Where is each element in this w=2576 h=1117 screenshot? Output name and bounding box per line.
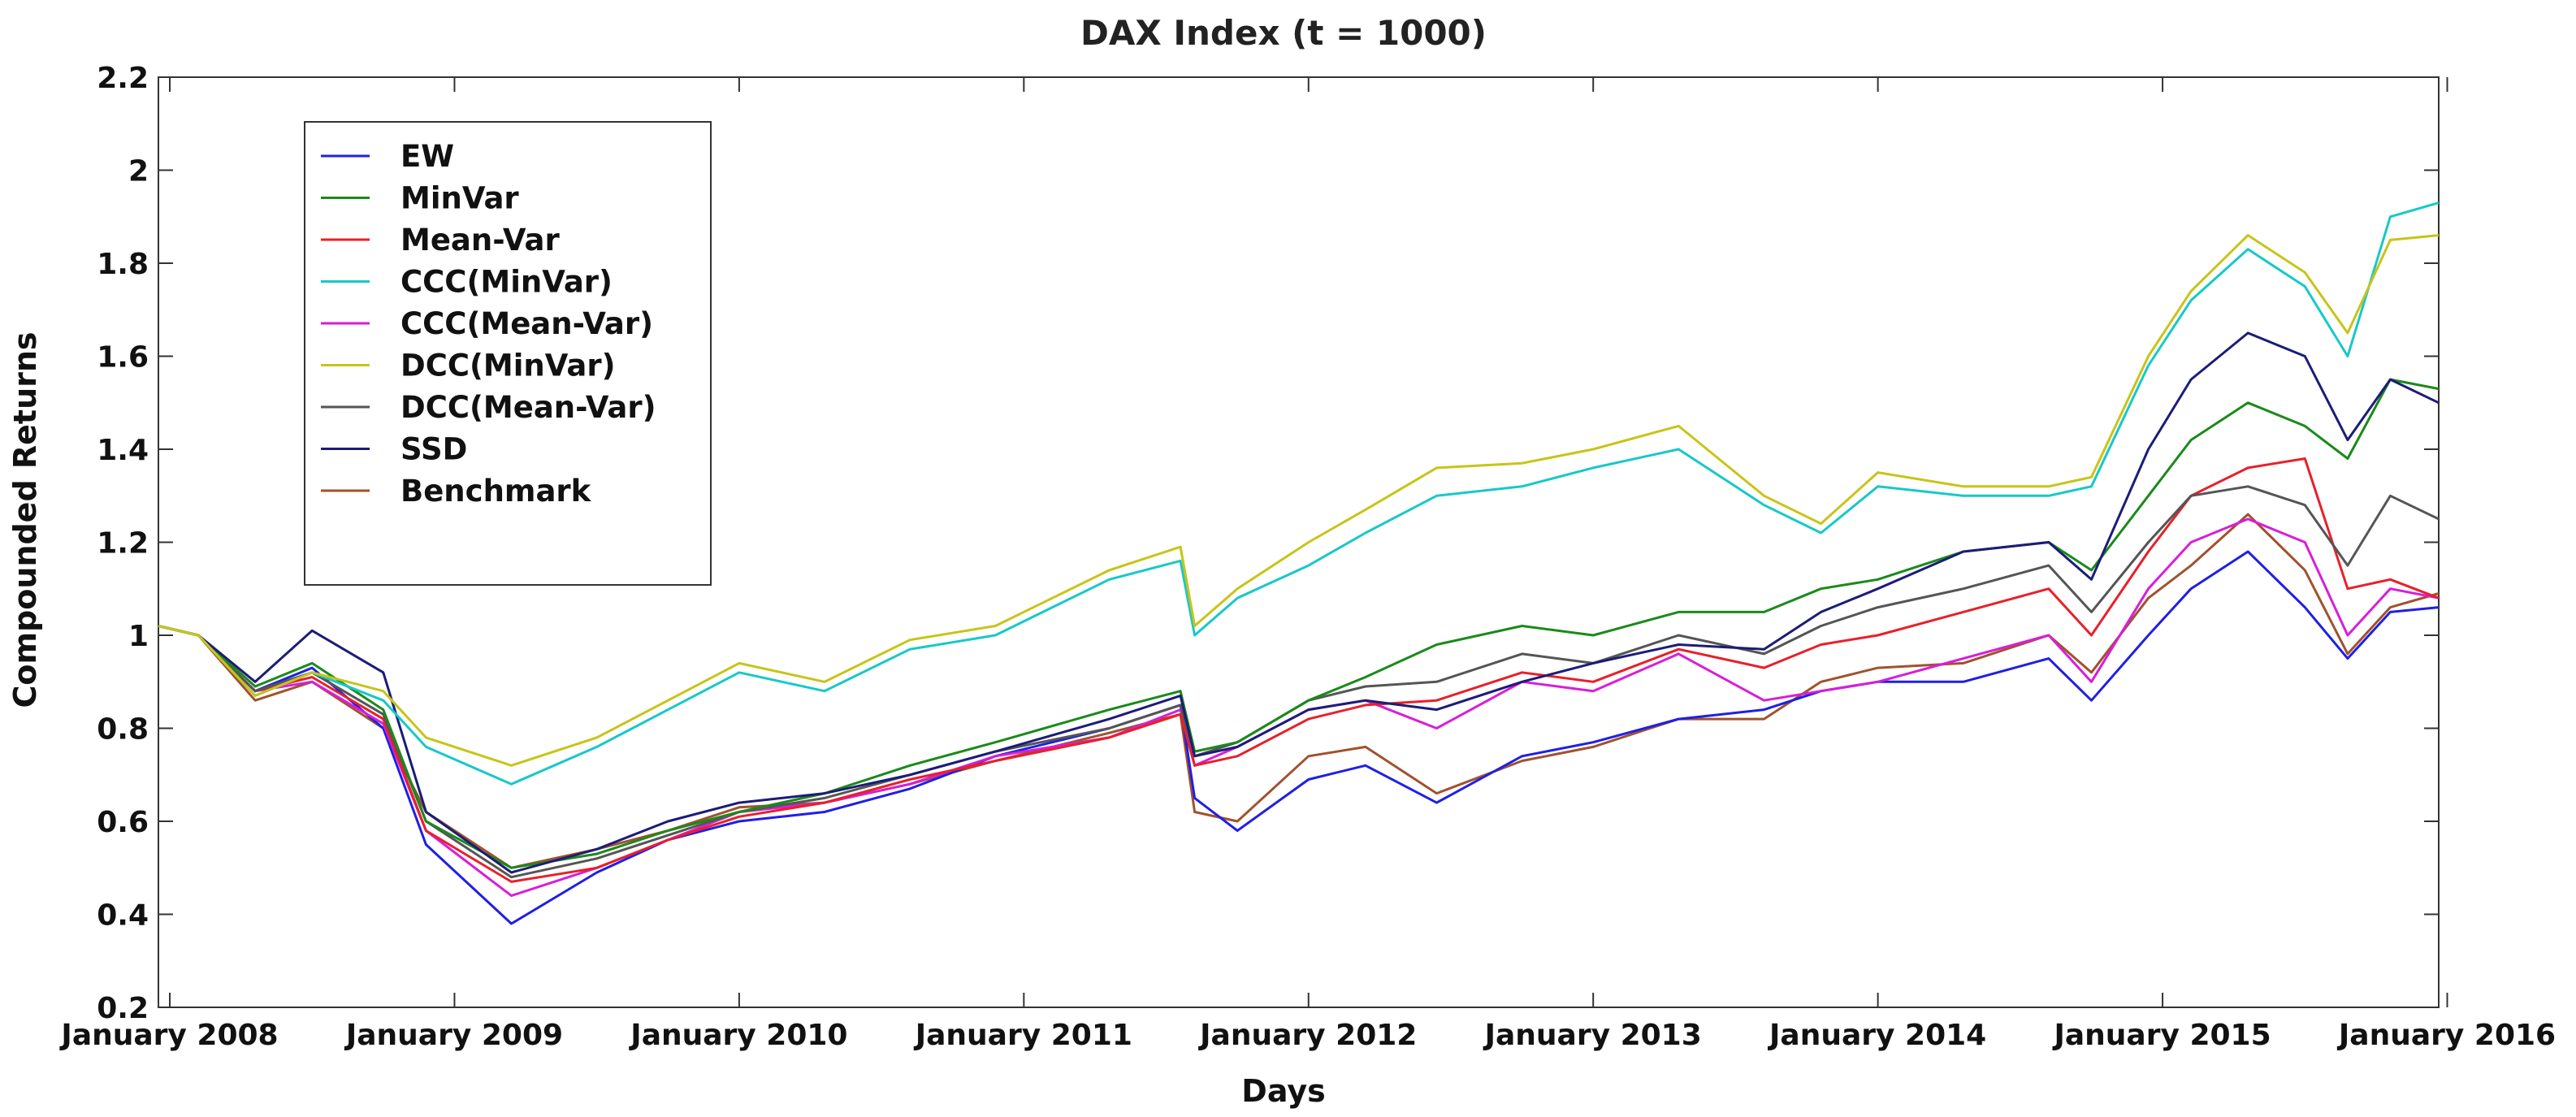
x-axis-label: Days [1241,1073,1325,1109]
series-line-dcc-mean-var [158,485,2440,879]
y-tick-label: 1.4 [97,434,149,467]
x-tick-label: January 2008 [58,1019,278,1052]
y-tick-label: 2.2 [97,62,149,95]
x-tick-label: January 2016 [2336,1019,2556,1052]
legend-label: EW [400,139,454,174]
legend-label: DCC(Mean-Var) [400,390,656,425]
x-tick-label: January 2015 [2051,1019,2271,1052]
x-tick-label: January 2010 [628,1019,847,1052]
legend-label: MinVar [400,181,519,216]
y-tick-label: 0.8 [97,713,149,747]
series-line-dcc-minvar [158,234,2440,767]
legend-label: SSD [400,432,467,467]
series-line-ew [158,550,2440,925]
series-line-minvar [158,378,2440,869]
y-tick-label: 1.2 [97,527,149,561]
y-tick-label: 0.2 [97,992,149,1025]
y-tick-label: 0.4 [97,899,149,933]
y-tick-label: 0.6 [97,806,149,839]
y-tick-label: 1 [128,620,149,653]
y-tick-label: 2 [128,155,149,188]
x-tick-label: January 2009 [344,1019,563,1052]
legend-label: Benchmark [400,474,592,509]
series-line-ccc-minvar [158,201,2440,786]
legend-label: CCC(Mean-Var) [400,306,653,341]
x-tick-label: January 2014 [1767,1019,1986,1052]
legend-label: DCC(MinVar) [400,349,616,383]
x-tick-label: January 2012 [1197,1019,1417,1052]
y-axis-label: Compounded Returns [7,331,43,708]
legend-label: CCC(MinVar) [400,265,613,300]
legend-label: Mean-Var [400,223,560,258]
series-line-mean-var [158,457,2440,883]
series-line-ssd [158,331,2440,874]
legend: EW MinVar Mean-Var CCC(MinVar) CCC(Mean-Var)… [304,121,712,586]
series-line-benchmark [158,513,2440,869]
plot-area: 0.2 0.4 0.6 0.8 1 1.2 1.4 1.6 1.8 2 2.2 January 200… [58,62,2556,1052]
legend-box [304,121,712,586]
x-tick-label: January 2013 [1483,1019,1702,1052]
chart-title: DAX Index (t = 1000) [1080,13,1487,53]
x-tick-label: January 2011 [913,1019,1132,1052]
y-tick-label: 1.6 [97,341,149,374]
y-tick-label: 1.8 [97,248,149,281]
